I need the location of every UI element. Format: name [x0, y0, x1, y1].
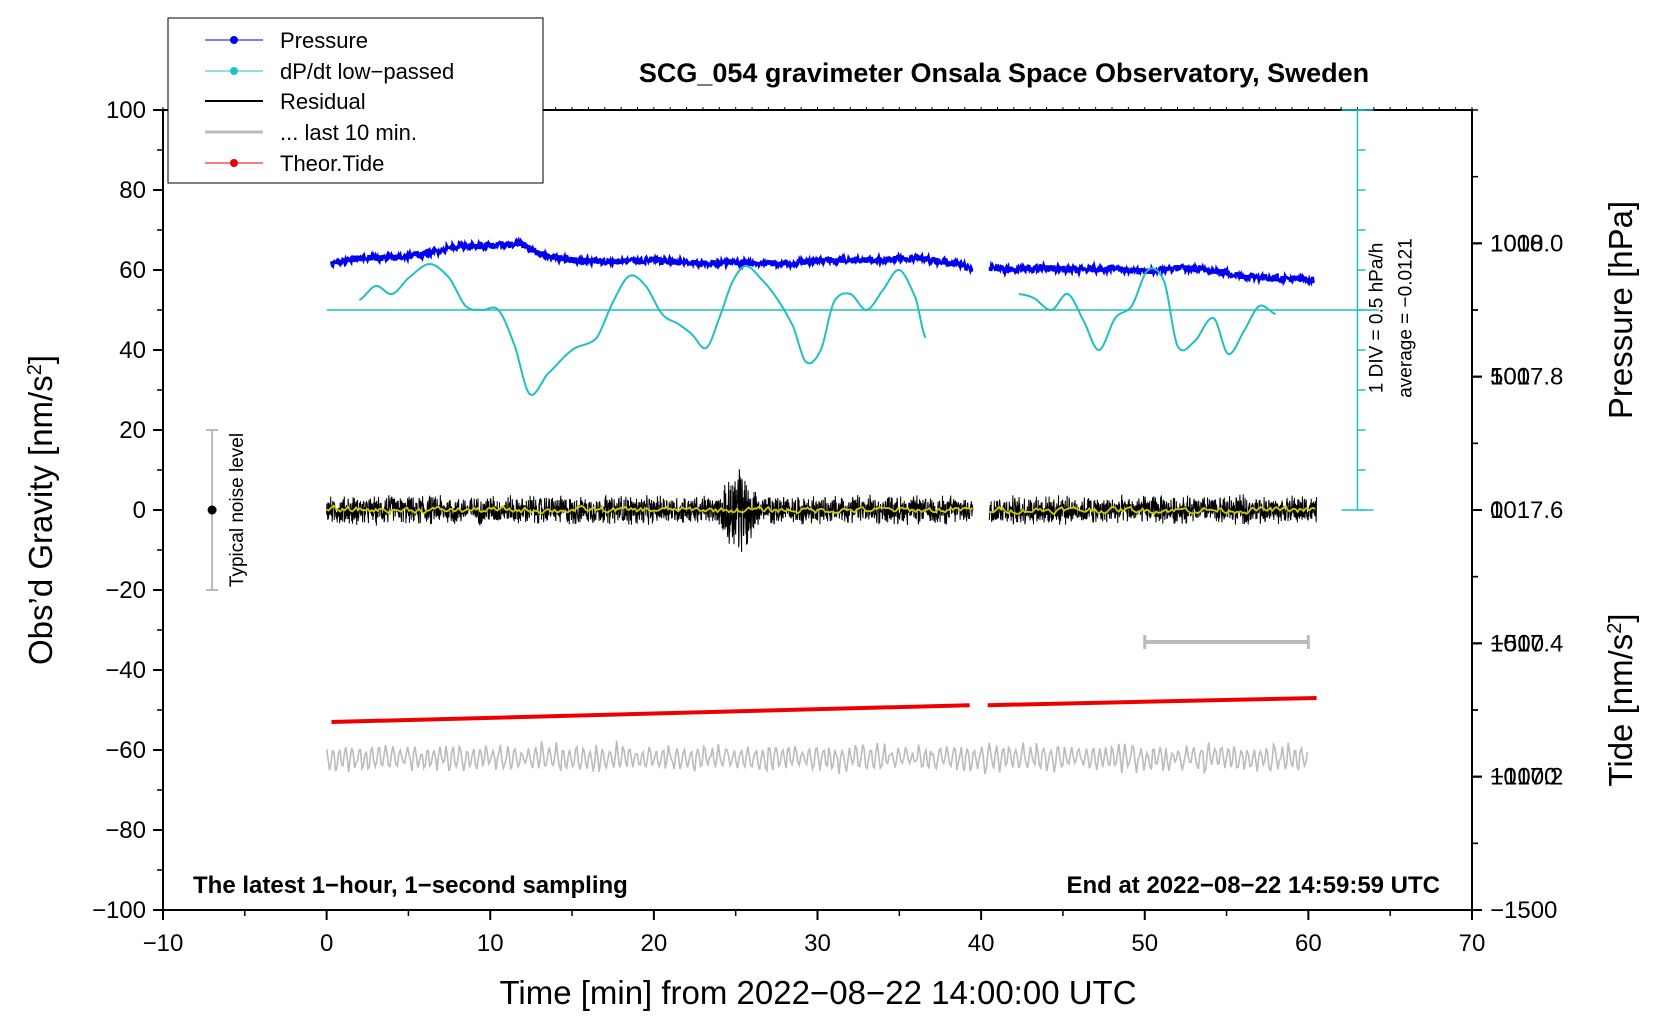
axis-ticks: −10 0 10 20 30 40 50 60 70−100−80−60−40−20020406…	[92, 97, 1563, 957]
x-tick-label: 20	[641, 930, 668, 957]
y3-tick-label: 500	[1490, 364, 1530, 391]
y3-axis-title-text: Tide [nm/s	[1602, 634, 1639, 787]
y-axis-title-close: ]	[22, 355, 59, 364]
y2-tick-label: 1017.8	[1490, 364, 1563, 391]
legend-label-dpdt: dP/dt low−passed	[280, 59, 454, 84]
y3-tick-label: −1500	[1490, 897, 1557, 924]
y-tick-label: 20	[119, 417, 146, 444]
noise-bar-label: Typical noise level	[227, 433, 248, 587]
y-tick-label: −100	[92, 897, 146, 924]
y2-tick-label: 1017.2	[1490, 764, 1563, 791]
dpdt-average-label: average = −0.0121	[1395, 238, 1416, 398]
x-tick-label: −10	[143, 930, 184, 957]
x-tick-label: 40	[968, 930, 995, 957]
y2-axis-title: Pressure [hPa]	[1602, 201, 1639, 419]
y-tick-label: −80	[105, 817, 146, 844]
legend-label-tide: Theor.Tide	[280, 151, 384, 176]
x-tick-label: 10	[477, 930, 504, 957]
y-tick-label: −60	[105, 737, 146, 764]
residual-smoothed-line	[989, 505, 1316, 516]
legend-item-residual: Residual	[205, 89, 366, 114]
y2-tick-label: 1017.6	[1490, 497, 1563, 524]
legend-item-tide: Theor.Tide	[205, 151, 384, 176]
x-tick-label: 50	[1131, 930, 1158, 957]
y3-tick-label: 0	[1490, 497, 1503, 524]
annotation-layer: 1 DIV = 0.5 hPa/h average = −0.0121 Typica…	[206, 109, 1416, 649]
dpdt-line	[1018, 267, 1276, 356]
last10-line	[325, 740, 1309, 776]
legend-item-pressure: Pressure	[205, 28, 368, 53]
chart-title: SCG_054 gravimeter Onsala Space Observat…	[639, 58, 1369, 88]
legend: Pressure dP/dt low−passed Residual ... l…	[167, 17, 544, 184]
y-tick-label: 80	[119, 177, 146, 204]
legend-marker-dpdt	[230, 67, 238, 75]
legend-item-dpdt: dP/dt low−passed	[205, 59, 454, 84]
tide-line	[331, 703, 970, 724]
x-tick-label: 60	[1295, 930, 1322, 957]
legend-marker-pressure	[230, 36, 238, 44]
dpdt-line	[358, 262, 927, 396]
y-tick-label: 60	[119, 257, 146, 284]
y-tick-label: −40	[105, 657, 146, 684]
y2-tick-label: 1018.0	[1490, 230, 1563, 257]
y-tick-label: 40	[119, 337, 146, 364]
y-tick-label: −20	[105, 577, 146, 604]
y-axis-title: Obs’d Gravity [nm/s2]	[22, 355, 59, 665]
y-axis-title-text: Obs’d Gravity [nm/s	[22, 375, 59, 665]
y3-axis-title-close: ]	[1602, 613, 1639, 622]
y2-tick-label: 1017.4	[1490, 630, 1563, 657]
legend-label-last10: ... last 10 min.	[280, 120, 417, 145]
x-axis-title: Time [min] from 2022−08−22 14:00:00 UTC	[499, 974, 1136, 1011]
residual-line	[988, 494, 1317, 525]
dpdt-div-label: 1 DIV = 0.5 hPa/h	[1366, 243, 1387, 394]
legend-marker-tide	[230, 159, 238, 167]
residual-smoothed-line	[326, 504, 974, 516]
y3-axis-title: Tide [nm/s2]	[1602, 613, 1639, 786]
x-tick-label: 70	[1459, 930, 1486, 957]
legend-label-pressure: Pressure	[280, 28, 368, 53]
x-tick-label: 30	[804, 930, 831, 957]
legend-item-last10: ... last 10 min.	[205, 120, 417, 145]
legend-label-residual: Residual	[280, 89, 366, 114]
y-tick-label: 100	[106, 97, 146, 124]
y3-axis-title-sup: 2	[1604, 623, 1626, 634]
tide-line	[987, 696, 1317, 708]
y3-tick-label: −500	[1490, 630, 1544, 657]
y-tick-label: 0	[133, 497, 146, 524]
x-tick-label: 0	[320, 930, 333, 957]
series-layer	[325, 236, 1317, 776]
y3-tick-label: 1000	[1490, 230, 1543, 257]
pressure-line	[330, 236, 974, 276]
y3-tick-label: −1000	[1490, 764, 1557, 791]
bottom-left-note: The latest 1−hour, 1−second sampling	[193, 872, 628, 899]
noise-bar-dot	[207, 505, 217, 515]
bottom-right-note: End at 2022−08−22 14:59:59 UTC	[1066, 872, 1440, 899]
pressure-line	[988, 260, 1315, 287]
y-axis-title-sup: 2	[24, 364, 46, 375]
